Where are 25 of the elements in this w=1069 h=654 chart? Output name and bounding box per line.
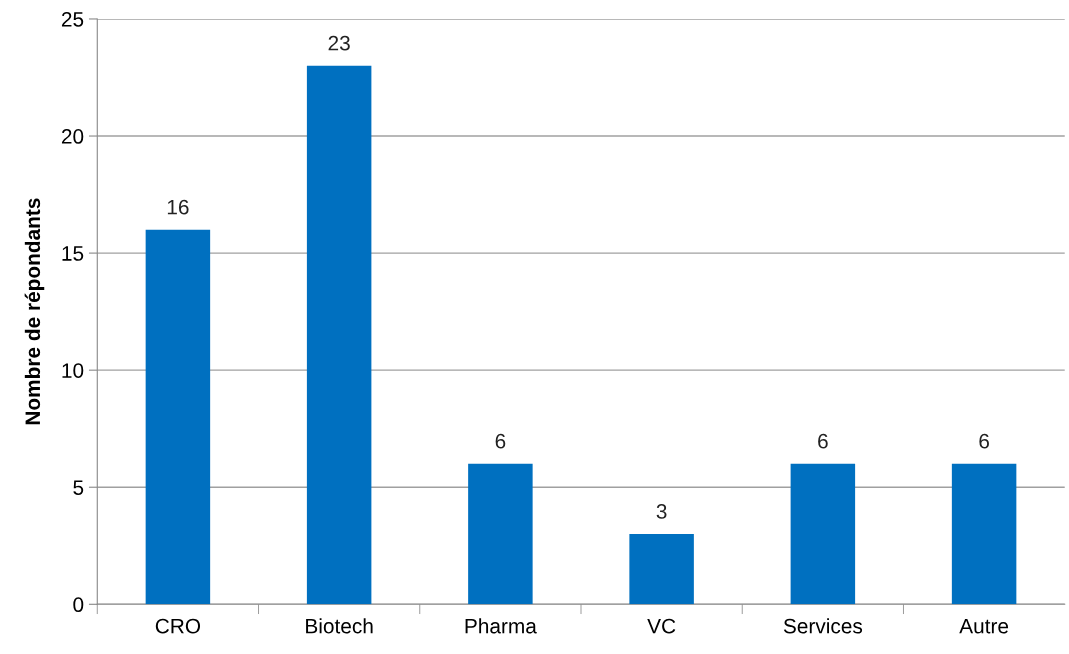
data-label: 3	[656, 504, 667, 519]
x-tick-label: Biotech	[306, 618, 373, 634]
y-tick-label: 20	[61, 129, 84, 144]
y-tick-label: 0	[73, 597, 84, 613]
x-tick-label: Autre	[959, 618, 1009, 634]
bar	[790, 463, 856, 605]
bar	[629, 534, 694, 605]
y-axis-title: Nombre de répondants	[24, 198, 45, 425]
x-tick-label: Pharma	[465, 618, 537, 634]
data-label: 6	[979, 433, 989, 449]
y-tick-label: 25	[61, 11, 84, 27]
bar	[306, 65, 372, 605]
y-tick-label: 5	[73, 480, 84, 495]
y-tick-label: 15	[62, 246, 84, 261]
data-label: 6	[495, 433, 506, 449]
x-tick-label: Services	[783, 618, 863, 634]
bar	[468, 463, 533, 605]
data-label: 6	[818, 433, 828, 449]
data-label: 23	[328, 35, 350, 51]
y-tick-label: 10	[62, 363, 84, 378]
bar	[951, 463, 1017, 605]
x-tick-label: CRO	[155, 618, 201, 634]
data-label: 16	[167, 199, 189, 215]
bar	[145, 229, 211, 605]
x-tick-label: VC	[647, 618, 676, 634]
